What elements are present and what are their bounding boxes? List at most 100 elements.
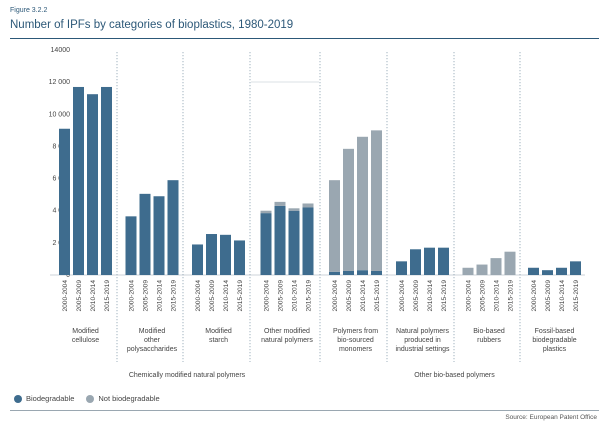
group-label: Natural polymers	[396, 328, 449, 335]
bar-biodegradable	[542, 270, 553, 275]
x-tick-label: 2010-2014	[292, 280, 299, 312]
bar-biodegradable	[153, 196, 165, 275]
x-tick-label: 2000-2004	[399, 280, 406, 312]
group-label: natural polymers	[261, 337, 313, 344]
x-tick-label: 2015-2019	[237, 280, 244, 312]
x-tick-label: 2010-2014	[559, 280, 566, 312]
x-tick-label: 2010-2014	[427, 280, 434, 312]
x-tick-label: 2000-2004	[62, 280, 69, 312]
bar-not-biodegradable	[490, 258, 502, 275]
x-tick-label: 2010-2014	[494, 280, 501, 312]
x-tick-label: 2005-2009	[76, 280, 83, 312]
x-tick-label: 2010-2014	[90, 280, 97, 312]
bar-biodegradable	[371, 270, 382, 275]
bar-biodegradable	[438, 247, 449, 275]
x-tick-label: 2015-2019	[374, 280, 381, 312]
x-tick-label: 2005-2009	[143, 280, 150, 312]
group-label: starch	[209, 337, 228, 344]
bar-biodegradable	[424, 247, 435, 275]
bar-biodegradable	[73, 86, 84, 275]
chart-title: Number of IPFs by categories of bioplast…	[10, 19, 294, 31]
bar-biodegradable	[59, 128, 70, 275]
figure-label: Figure 3.2.2	[10, 7, 48, 14]
bar-not-biodegradable	[462, 267, 474, 275]
x-tick-label: 2000-2004	[129, 280, 136, 312]
bar-biodegradable	[410, 249, 421, 275]
x-tick-label: 2015-2019	[441, 280, 448, 312]
group-label: Polymers from	[333, 328, 378, 335]
bar-biodegradable	[260, 213, 272, 275]
x-tick-label: 2015-2019	[306, 280, 313, 312]
bar-biodegradable	[220, 234, 231, 275]
legend: Biodegradable Not biodegradable	[14, 394, 172, 403]
bar-biodegradable	[125, 216, 137, 275]
legend-swatch-biodegradable	[14, 394, 22, 403]
bar-not-biodegradable	[288, 208, 300, 211]
x-tick-label: 2010-2014	[360, 280, 367, 312]
bar-biodegradable	[192, 244, 203, 275]
bar-not-biodegradable	[274, 201, 286, 206]
bar-biodegradable	[528, 267, 539, 275]
group-label: industrial settings	[395, 346, 450, 353]
x-tick-label: 2015-2019	[171, 280, 178, 312]
bar-biodegradable	[357, 270, 368, 275]
y-tick-label: 14000	[51, 47, 71, 54]
legend-item-biodegradable: Biodegradable	[14, 394, 74, 403]
x-tick-label: 2010-2014	[223, 280, 230, 312]
x-tick-label: 2015-2019	[508, 280, 515, 312]
bar-biodegradable	[87, 94, 98, 275]
legend-label-biodegradable: Biodegradable	[26, 394, 75, 403]
bar-not-biodegradable	[343, 148, 354, 271]
bar-biodegradable	[167, 180, 179, 275]
group-label: rubbers	[477, 337, 501, 344]
x-tick-label: 2005-2009	[209, 280, 216, 312]
x-tick-label: 2005-2009	[346, 280, 353, 312]
group-label: plastics	[543, 346, 567, 353]
x-tick-label: 2010-2014	[157, 280, 164, 312]
group-label: bio-sourced	[337, 337, 374, 344]
legend-label-not-biodegradable: Not biodegradable	[98, 394, 160, 403]
bar-biodegradable	[570, 261, 581, 275]
y-tick-label: 10 000	[49, 111, 71, 118]
bar-biodegradable	[343, 270, 354, 275]
group-label: other	[144, 337, 161, 344]
bar-biodegradable	[139, 193, 151, 275]
bar-biodegradable	[234, 240, 245, 275]
y-tick-label: 12 000	[49, 79, 71, 86]
x-tick-label: 2000-2004	[195, 280, 202, 312]
y-tick-label: 0	[66, 272, 70, 279]
bar-not-biodegradable	[504, 251, 516, 275]
group-label: Modified	[205, 328, 232, 335]
x-tick-label: 2015-2019	[104, 280, 111, 312]
supergroup-label: Chemically modified natural polymers	[129, 372, 246, 379]
bar-biodegradable	[288, 210, 300, 275]
supergroup-label: Other bio-based polymers	[414, 372, 495, 379]
group-label: Modified	[72, 328, 99, 335]
x-tick-label: 2005-2009	[480, 280, 487, 312]
x-tick-label: 2000-2004	[264, 280, 271, 312]
group-label: polysaccharides	[127, 346, 178, 353]
bar-not-biodegradable	[260, 210, 272, 214]
x-tick-label: 2000-2004	[332, 280, 339, 312]
bar-biodegradable	[274, 205, 286, 275]
bar-biodegradable	[206, 234, 217, 275]
group-label: biodegradable	[532, 337, 576, 344]
x-tick-label: 2000-2004	[531, 280, 538, 312]
bar-not-biodegradable	[357, 136, 368, 271]
group-label: produced in	[404, 337, 441, 344]
x-tick-label: 2000-2004	[466, 280, 473, 312]
bar-not-biodegradable	[302, 203, 314, 208]
bar-not-biodegradable	[476, 264, 488, 275]
bar-biodegradable	[329, 271, 340, 275]
group-label: Fossil-based	[535, 328, 575, 335]
group-label: Bio-based	[473, 328, 505, 335]
bar-biodegradable	[556, 267, 567, 275]
legend-item-not-biodegradable: Not biodegradable	[86, 394, 160, 403]
title-divider	[10, 38, 599, 39]
x-tick-label: 2015-2019	[573, 280, 580, 312]
bar-not-biodegradable	[371, 130, 382, 271]
group-label: Other modified	[264, 328, 310, 335]
bar-not-biodegradable	[329, 180, 340, 272]
legend-swatch-not-biodegradable	[86, 394, 95, 403]
